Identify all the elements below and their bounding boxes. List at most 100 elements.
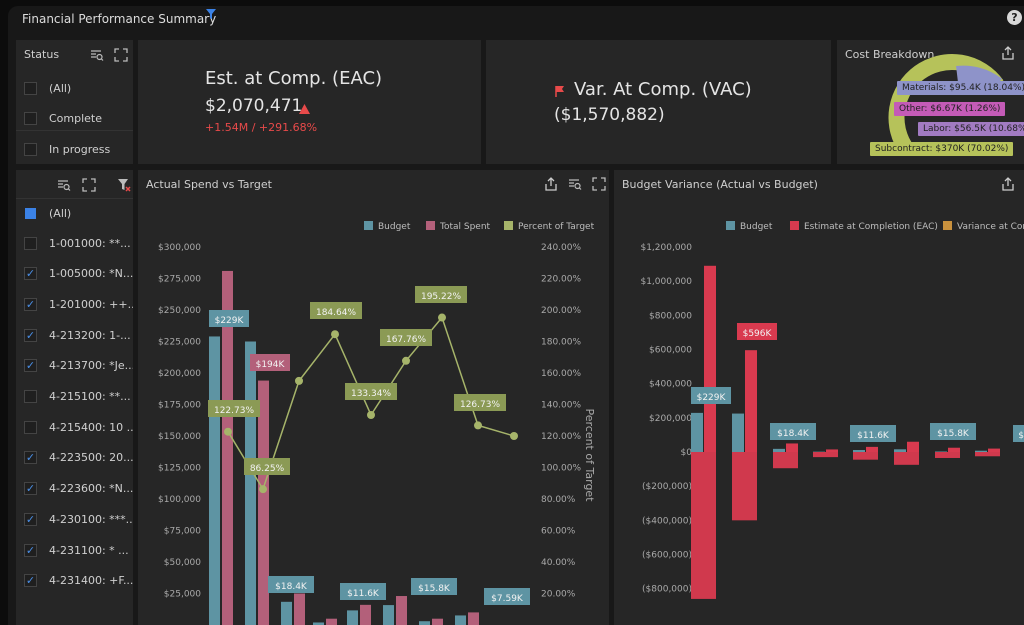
checkbox[interactable] <box>24 267 37 281</box>
expand-icon[interactable] <box>82 178 96 192</box>
status-option-in-progress[interactable]: In progress <box>24 139 110 159</box>
bar-data-label: $18.4K <box>777 429 810 439</box>
bar-data-label-bg <box>737 323 777 340</box>
checkbox[interactable] <box>25 207 36 219</box>
eac-kpi-card[interactable]: Est. at Comp. (EAC) $2,070,471 +1.54M / … <box>138 40 481 164</box>
cost-code-option[interactable]: 4-215400: 10 ... <box>24 417 133 437</box>
vac-kpi-card[interactable]: Var. At Comp. (VAC) ($1,570,882) <box>486 40 831 164</box>
cost-breakdown-panel: Cost Breakdown Materials: $95.4K (18.04%… <box>837 40 1024 164</box>
bar-data-label-bg <box>411 578 457 595</box>
export-icon[interactable] <box>1001 177 1015 191</box>
status-filter-panel: Status (All) Complete In progress <box>16 40 133 164</box>
y2-tick-label: 140.00% <box>541 401 581 411</box>
checkbox[interactable] <box>24 543 37 557</box>
y-tick-label: ($200,000) <box>642 482 692 492</box>
percent-point <box>259 485 267 494</box>
checkbox[interactable] <box>24 111 37 125</box>
search-list-icon[interactable] <box>568 177 582 191</box>
percent-data-label-bg <box>345 383 397 400</box>
donut-label-subcontract: Subcontract: $370K (70.02%) <box>870 142 1014 156</box>
cost-code-option-all[interactable]: (All) <box>24 203 71 223</box>
percent-data-label-bg <box>208 400 260 417</box>
cost-code-option[interactable]: 4-213700: *Je... <box>24 356 133 376</box>
percent-data-label-bg <box>380 329 432 346</box>
y-tick-label: $200,000 <box>158 369 201 379</box>
budget-bar <box>691 412 703 452</box>
percent-data-label: 195.22% <box>421 292 461 302</box>
bar-data-label-bg <box>930 423 976 440</box>
checkbox[interactable] <box>24 142 37 156</box>
expand-icon[interactable] <box>114 48 128 62</box>
cost-code-option[interactable]: 1-005000: *N... <box>24 264 133 284</box>
eac-bar <box>988 448 1000 452</box>
checkbox[interactable] <box>24 390 37 403</box>
bar-data-label: $11.6K <box>347 589 380 599</box>
cost-code-option[interactable]: 4-223500: 20... <box>24 448 133 468</box>
checkbox[interactable] <box>24 297 37 311</box>
cost-code-label: 1-201000: ++... <box>49 297 133 311</box>
bar-data-label-bg <box>484 588 530 605</box>
percent-point <box>402 356 410 365</box>
budget-bar <box>935 451 947 452</box>
checkbox[interactable] <box>24 236 37 250</box>
clear-filter-icon[interactable] <box>117 178 131 192</box>
y-tick-label: $1,200,000 <box>640 243 692 253</box>
budget-variance-chart[interactable]: Budget Estimate at Completion (EAC) Varian… <box>614 170 1024 625</box>
y-tick-label: $75,000 <box>164 527 201 537</box>
export-icon[interactable] <box>1001 46 1015 60</box>
checkbox[interactable] <box>24 420 37 434</box>
cost-code-option[interactable]: 4-223600: *N... <box>24 479 133 499</box>
spent-bar <box>326 618 337 625</box>
bar-data-label-bg <box>340 583 386 600</box>
donut-label-labor: Labor: $56.5K (10.68%) <box>918 122 1024 136</box>
expand-icon[interactable] <box>592 177 606 191</box>
cost-code-option[interactable]: 4-231100: * ... <box>24 540 129 560</box>
eac-value: $2,070,471 <box>205 96 303 116</box>
bar-data-label: $11.6K <box>857 431 890 441</box>
checkbox[interactable] <box>24 328 37 342</box>
checkbox[interactable] <box>24 574 37 588</box>
budget-bar <box>281 601 292 625</box>
cost-code-option[interactable]: 4-230100: ***... <box>24 509 133 529</box>
legend-label: Total Spent <box>439 222 491 232</box>
cost-code-label: 4-213200: 1-... <box>49 328 131 342</box>
y-tick-label: $275,000 <box>158 275 201 285</box>
filter-icon[interactable] <box>206 9 216 19</box>
y-tick-label: $225,000 <box>158 338 201 348</box>
cost-code-label: 4-215400: 10 ... <box>49 420 133 434</box>
bar-data-label-bg <box>691 387 731 404</box>
checkbox[interactable] <box>24 359 37 373</box>
y2-tick-label: 60.00% <box>541 527 576 537</box>
cost-code-option[interactable]: 1-201000: ++... <box>24 294 133 314</box>
variance-bar <box>853 452 878 460</box>
bar-data-label-bg <box>250 354 290 371</box>
search-list-icon[interactable] <box>57 178 71 192</box>
cost-code-option[interactable]: 4-215100: **... <box>24 387 131 407</box>
y-tick-label: $600,000 <box>649 346 692 356</box>
cost-code-option[interactable]: 4-231400: +F... <box>24 571 133 591</box>
bar-data-label: $18.4K <box>275 582 308 592</box>
cost-code-option[interactable]: 1-001000: **... <box>24 233 131 253</box>
help-icon[interactable]: ? <box>1007 10 1022 25</box>
checkbox[interactable] <box>24 81 37 95</box>
donut-label-other: Other: $6.67K (1.26%) <box>894 102 1006 116</box>
percent-point <box>510 432 518 440</box>
legend-label: Budget <box>378 222 411 232</box>
checkbox[interactable] <box>24 512 37 526</box>
percent-data-label-bg <box>415 286 467 303</box>
actual-spend-chart[interactable]: Budget Total Spent Percent of Target $300,0… <box>138 170 609 625</box>
search-list-icon[interactable] <box>90 48 104 62</box>
y2-tick-label: 120.00% <box>541 432 581 442</box>
checkbox[interactable] <box>24 451 37 465</box>
y2-axis-label: Percent of Target <box>583 408 596 502</box>
status-option-complete[interactable]: Complete <box>24 108 102 128</box>
bar-data-label: $596K <box>743 329 773 339</box>
checkbox[interactable] <box>24 482 37 496</box>
percent-point <box>474 421 482 430</box>
budget-bar <box>209 336 220 625</box>
status-option-all[interactable]: (All) <box>24 78 71 98</box>
export-icon[interactable] <box>544 177 558 191</box>
cost-code-option[interactable]: 4-213200: 1-... <box>24 325 131 345</box>
budget-bar <box>245 341 256 625</box>
bar-data-label-bg <box>1013 425 1024 442</box>
